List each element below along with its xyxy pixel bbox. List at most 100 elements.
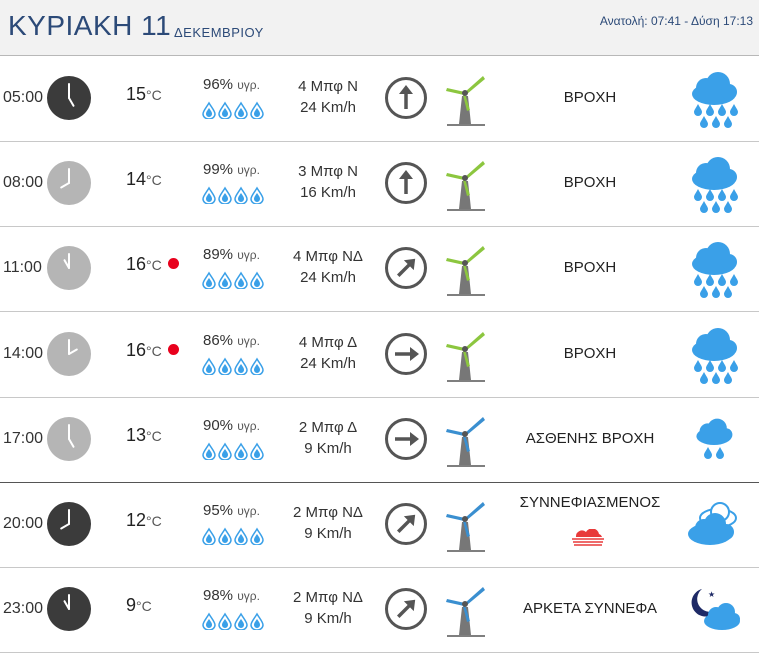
wind-direction-arrow-icon xyxy=(384,76,428,120)
wind-direction-arrow-icon xyxy=(384,502,428,546)
weather-description: ΒΡΟΧΗ xyxy=(563,89,617,106)
temp-unit: °C xyxy=(146,513,162,529)
forecast-row: 14:00 16°C 86% υγρ. 4 Μπφ Δ 24 Km/h ΒΡΟΧΗ xyxy=(0,312,759,398)
temp-value: 15 xyxy=(126,84,147,104)
wind-turbine-icon xyxy=(443,581,487,639)
wind-turbine-icon xyxy=(443,411,487,469)
time-label: 17:00 xyxy=(3,429,44,447)
high-temp-dot-icon xyxy=(168,343,179,355)
humidity-drops-icon xyxy=(202,101,266,120)
day-title: ΚΥΡΙΑΚΗ 11 xyxy=(8,10,172,41)
weather-description: ΑΣΘΕΝΗΣ ΒΡΟΧΗ xyxy=(525,429,655,447)
humidity-value: 96% xyxy=(203,76,234,93)
humidity: 90% υγρ. xyxy=(203,417,260,434)
day-header: ΚΥΡΙΑΚΗ 11 ΔΕΚΕΜΒΡΙΟΥ Ανατολή: 07:41 - Δ… xyxy=(0,0,759,56)
humidity-label: υγρ. xyxy=(237,333,260,348)
humidity: 99% υγρ. xyxy=(203,161,260,178)
wind-info: 3 Μπφ Ν 16 Km/h xyxy=(278,161,378,203)
wind-direction-arrow-icon xyxy=(384,161,428,205)
time-label: 20:00 xyxy=(3,515,44,532)
temperature: 15°C xyxy=(126,84,162,105)
temp-value: 13 xyxy=(126,424,147,445)
fog-icon xyxy=(570,528,606,549)
sunrise-sunset: Ανατολή: 07:41 - Δύση 17:13 xyxy=(599,14,753,28)
humidity: 89% υγρ. xyxy=(203,246,260,263)
wind-direction-arrow-icon xyxy=(384,246,428,290)
humidity-value: 86% xyxy=(203,331,234,349)
rain-cloud-icon xyxy=(684,240,744,300)
temperature: 9°C xyxy=(126,595,152,616)
rain-cloud-icon xyxy=(684,70,744,130)
wind-beaufort: 2 Μπφ Δ xyxy=(298,418,358,436)
forecast-row: 08:00 14°C 99% υγρ. 3 Μπφ Ν 16 Km/h ΒΡΟΧΗ xyxy=(0,141,759,228)
forecast-row: 11:00 16°C 89% υγρ. 4 Μπφ ΝΔ 24 Km/h ΒΡΟΧ… xyxy=(0,226,759,313)
forecast-row: 20:00 12°C 95% υγρ. 2 Μπφ ΝΔ 9 Km/h ΣΥΝΝΕ… xyxy=(0,482,759,568)
humidity-label: υγρ. xyxy=(237,418,260,433)
temp-value: 9 xyxy=(126,595,137,616)
wind-beaufort: 3 Μπφ Ν xyxy=(298,163,358,181)
wind-speed: 24 Km/h xyxy=(300,354,356,372)
temp-value: 14 xyxy=(126,169,147,190)
wind-speed: 24 Km/h xyxy=(300,269,356,287)
weather-description: ΒΡΟΧΗ xyxy=(563,344,617,362)
wind-info: 4 Μπφ Δ 24 Km/h xyxy=(278,332,378,374)
wind-speed: 16 Km/h xyxy=(300,184,356,202)
rain-cloud-icon xyxy=(684,155,744,215)
time-label: 08:00 xyxy=(3,174,44,192)
temp-unit: °C xyxy=(146,172,162,189)
humidity-drops-icon xyxy=(202,442,266,461)
humidity-value: 89% xyxy=(203,246,234,264)
wind-speed: 24 Km/h xyxy=(300,99,356,116)
wind-speed: 9 Km/h xyxy=(304,439,352,457)
wind-beaufort: 4 Μπφ Ν xyxy=(298,78,358,95)
humidity: 95% υγρ. xyxy=(203,502,260,519)
clock-icon xyxy=(47,161,91,206)
wind-direction-arrow-icon xyxy=(384,332,428,376)
wind-direction-arrow-icon xyxy=(384,587,428,631)
temp-unit: °C xyxy=(136,598,152,615)
humidity-label: υγρ. xyxy=(237,504,260,518)
wind-info: 2 Μπφ ΝΔ 9 Km/h xyxy=(278,502,378,544)
humidity-value: 95% xyxy=(203,502,234,519)
humidity-label: υγρ. xyxy=(237,78,260,92)
clock-icon xyxy=(47,502,91,546)
svg-text:★: ★ xyxy=(708,590,715,599)
weather-description: ΑΡΚΕΤΑ ΣΥΝΝΕΦΑ xyxy=(523,600,657,618)
time-label: 23:00 xyxy=(3,600,44,618)
clouds-icon xyxy=(684,496,744,556)
forecast-row: 17:00 13°C 90% υγρ. 2 Μπφ Δ 9 Km/h ΑΣΘΕΝΗ… xyxy=(0,397,759,483)
time-label: 11:00 xyxy=(3,259,42,277)
wind-info: 2 Μπφ Δ 9 Km/h xyxy=(278,417,378,459)
humidity-drops-icon xyxy=(202,271,266,291)
temp-unit: °C xyxy=(146,257,162,274)
wind-turbine-icon xyxy=(443,70,487,128)
humidity-drops-icon xyxy=(202,186,266,205)
humidity: 96% υγρ. xyxy=(203,76,260,93)
rain-cloud-icon xyxy=(684,326,744,386)
moon-cloud-icon: ★ xyxy=(684,581,744,641)
humidity-label: υγρ. xyxy=(237,248,260,263)
humidity-value: 99% xyxy=(203,161,234,179)
weather-description: ΒΡΟΧΗ xyxy=(563,174,617,192)
humidity: 98% υγρ. xyxy=(203,587,260,604)
weather-description: ΣΥΝΝΕΦΙΑΣΜΕΝΟΣ xyxy=(519,494,661,511)
temp-value: 12 xyxy=(126,510,147,530)
wind-speed: 9 Km/h xyxy=(304,610,352,628)
temperature: 14°C xyxy=(126,169,162,190)
weather-description: ΒΡΟΧΗ xyxy=(563,259,617,277)
temp-unit: °C xyxy=(146,427,162,444)
clock-icon xyxy=(47,587,91,632)
temperature: 16°C xyxy=(126,340,162,361)
clock-icon xyxy=(47,246,91,291)
wind-beaufort: 2 Μπφ ΝΔ xyxy=(293,589,363,607)
light-rain-cloud-icon xyxy=(684,411,744,471)
clock-icon xyxy=(47,331,91,376)
wind-info: 4 Μπφ Ν 24 Km/h xyxy=(278,76,378,118)
clock-icon xyxy=(47,416,91,461)
month-label: ΔΕΚΕΜΒΡΙΟΥ xyxy=(174,25,264,40)
wind-speed: 9 Km/h xyxy=(304,525,352,542)
humidity-drops-icon xyxy=(202,527,266,546)
wind-info: 2 Μπφ ΝΔ 9 Km/h xyxy=(278,587,378,629)
wind-beaufort: 4 Μπφ ΝΔ xyxy=(293,248,363,266)
wind-turbine-icon xyxy=(443,326,487,384)
